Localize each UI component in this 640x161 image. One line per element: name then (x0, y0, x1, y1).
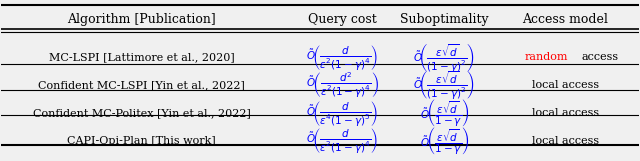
Text: $\tilde{O}\!\left(\dfrac{d}{\varepsilon^2(1-\gamma)^4}\right)$: $\tilde{O}\!\left(\dfrac{d}{\varepsilon^… (307, 43, 378, 72)
Text: Algorithm [Publication]: Algorithm [Publication] (67, 13, 216, 26)
Text: Confident MC-LSPI [Yin et al., 2022]: Confident MC-LSPI [Yin et al., 2022] (38, 80, 245, 90)
Text: Query cost: Query cost (308, 13, 377, 26)
Text: local access: local access (532, 108, 599, 118)
Text: $\tilde{O}\!\left(\dfrac{\varepsilon\sqrt{d}}{1-\gamma}\right)$: $\tilde{O}\!\left(\dfrac{\varepsilon\sqr… (420, 97, 469, 129)
Text: Suboptimality: Suboptimality (400, 13, 488, 26)
Text: $\tilde{O}\!\left(\dfrac{\varepsilon\sqrt{d}}{(1-\gamma)^2}\right)$: $\tilde{O}\!\left(\dfrac{\varepsilon\sqr… (413, 41, 475, 74)
Text: $\tilde{O}\!\left(\dfrac{d}{\varepsilon^2(1-\gamma)^4}\right)$: $\tilde{O}\!\left(\dfrac{d}{\varepsilon^… (307, 126, 378, 156)
Text: access: access (582, 52, 619, 62)
Text: Confident MC-Politex [Yin et al., 2022]: Confident MC-Politex [Yin et al., 2022] (33, 108, 250, 118)
Text: $\tilde{O}\!\left(\dfrac{\varepsilon\sqrt{d}}{1-\gamma}\right)$: $\tilde{O}\!\left(\dfrac{\varepsilon\sqr… (420, 125, 469, 157)
Text: CAPI-Qpi-Plan [This work]: CAPI-Qpi-Plan [This work] (67, 136, 216, 146)
Text: $\tilde{O}\!\left(\dfrac{d^2}{\varepsilon^2(1-\gamma)^4}\right)$: $\tilde{O}\!\left(\dfrac{d^2}{\varepsilo… (306, 71, 379, 99)
Text: $\tilde{O}\!\left(\dfrac{d}{\varepsilon^4(1-\gamma)^5}\right)$: $\tilde{O}\!\left(\dfrac{d}{\varepsilon^… (307, 99, 378, 128)
Text: local access: local access (532, 80, 599, 90)
Text: Access model: Access model (522, 13, 608, 26)
Text: local access: local access (532, 136, 599, 146)
Text: random: random (524, 52, 568, 62)
Text: $\tilde{O}\!\left(\dfrac{\varepsilon\sqrt{d}}{(1-\gamma)^2}\right)$: $\tilde{O}\!\left(\dfrac{\varepsilon\sqr… (413, 68, 475, 101)
Text: MC-LSPI [Lattimore et al., 2020]: MC-LSPI [Lattimore et al., 2020] (49, 52, 234, 62)
